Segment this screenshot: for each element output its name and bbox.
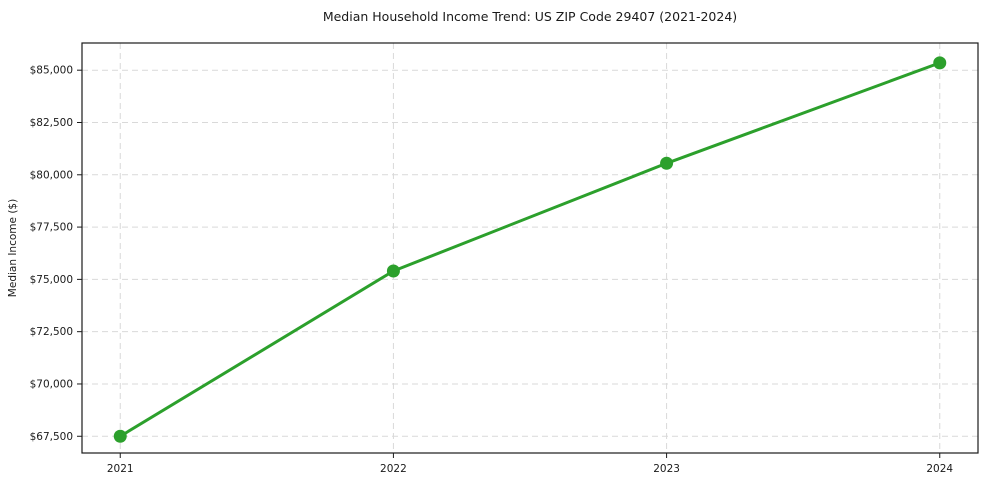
data-point-2024 bbox=[933, 56, 947, 70]
y-tick-label: $75,000 bbox=[30, 274, 73, 286]
x-tick-label: 2023 bbox=[653, 463, 680, 475]
axis-ticks bbox=[77, 69, 941, 458]
plot-border bbox=[81, 42, 979, 454]
y-tick-label: $85,000 bbox=[30, 65, 73, 77]
y-tick-label: $67,500 bbox=[30, 431, 73, 443]
x-tick-label: 2022 bbox=[380, 463, 407, 475]
y-tick-label: $77,500 bbox=[30, 222, 73, 234]
y-tick-label: $82,500 bbox=[30, 117, 73, 129]
y-tick-label: $72,500 bbox=[30, 326, 73, 338]
y-tick-label: $70,000 bbox=[30, 378, 73, 390]
data-series bbox=[113, 56, 947, 443]
x-tick-label: 2021 bbox=[107, 463, 134, 475]
x-tick-label: 2024 bbox=[926, 463, 953, 475]
gridlines bbox=[82, 43, 978, 453]
axis-tick-labels: $67,500 $70,000 $72,500 $75,000 $77,500 $80,0… bbox=[30, 65, 954, 475]
chart-title: Median Household Income Trend: US ZIP Co… bbox=[323, 9, 737, 24]
data-point-2023 bbox=[660, 156, 674, 170]
plot-border-layer bbox=[81, 42, 979, 454]
trend-line bbox=[118, 61, 942, 438]
data-point-2021 bbox=[113, 429, 127, 443]
y-tick-label: $80,000 bbox=[30, 169, 73, 181]
y-axis-label: Median Income ($) bbox=[7, 199, 19, 297]
data-point-2022 bbox=[386, 264, 400, 278]
